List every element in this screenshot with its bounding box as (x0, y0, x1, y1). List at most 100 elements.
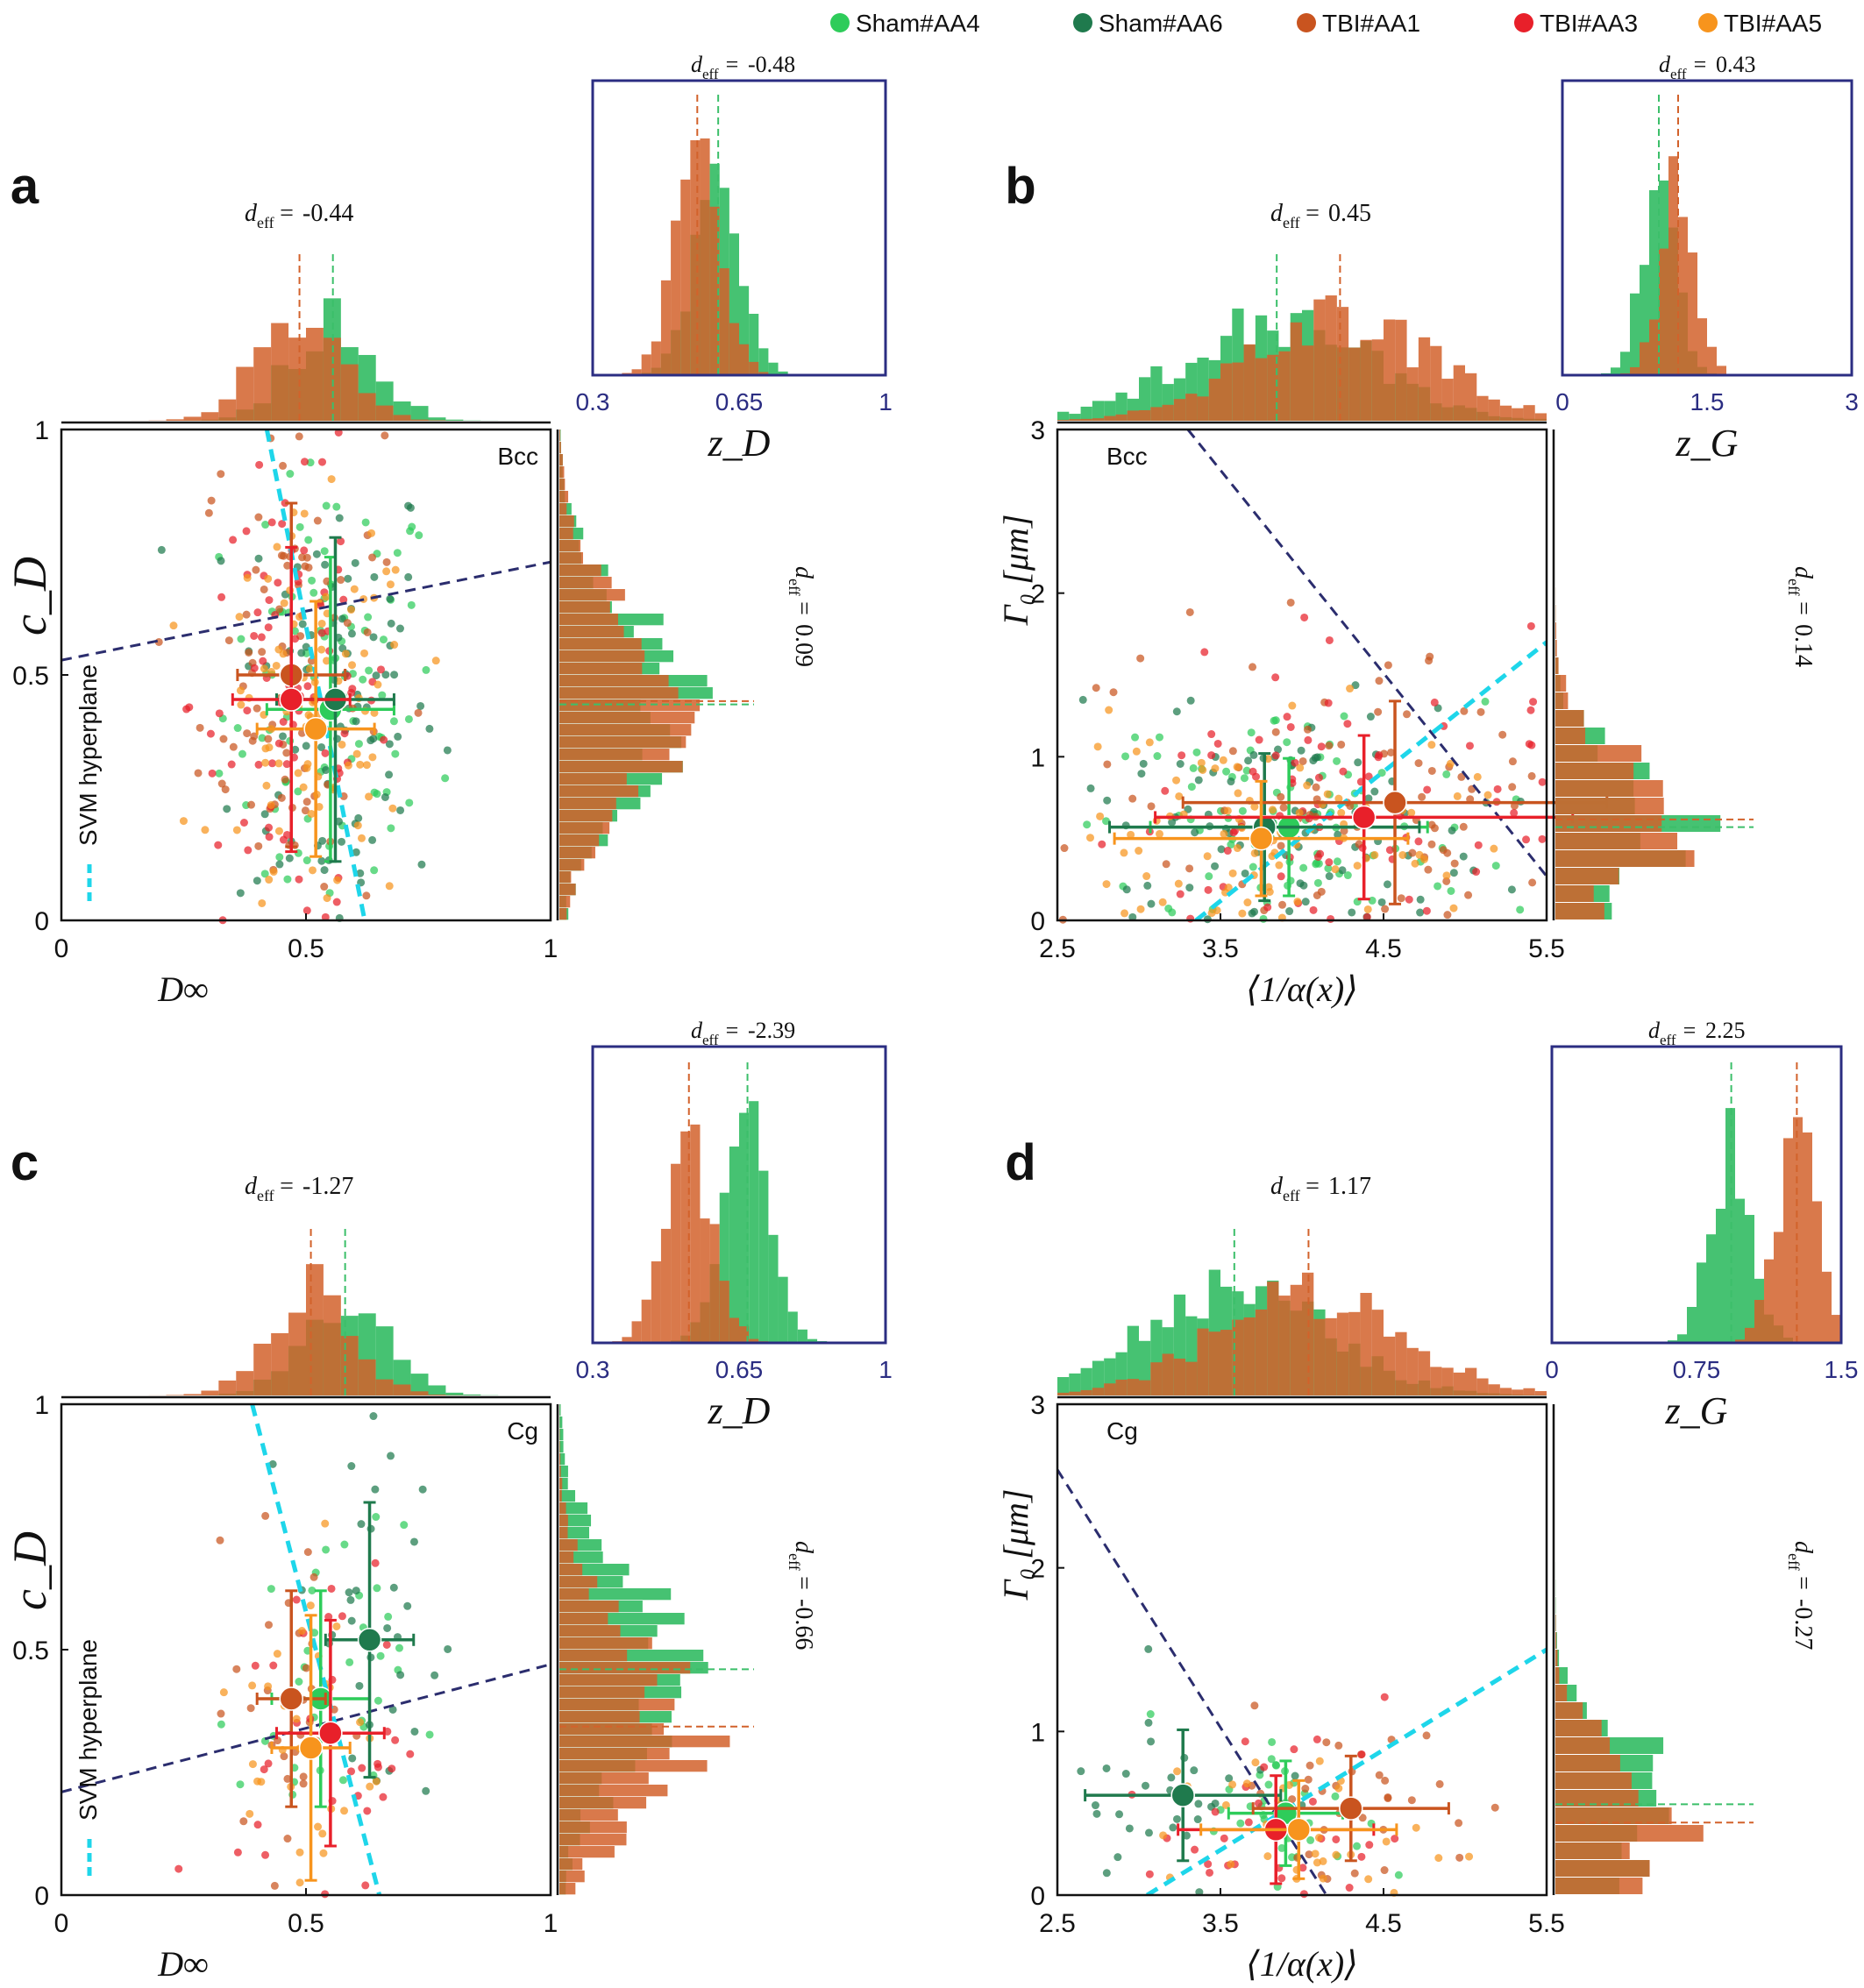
deff-symbol: d (790, 566, 817, 579)
inset-bar-tbi (1707, 346, 1717, 375)
scatter-point (1136, 905, 1145, 913)
scatter-point (1411, 859, 1419, 868)
scatter-point (283, 561, 292, 570)
top-hist-deff: -0.44 (302, 200, 353, 227)
scatter-point (1143, 881, 1152, 890)
scatter-point (1093, 742, 1102, 751)
scatter-point (1098, 840, 1106, 848)
scatter-point (1337, 808, 1346, 817)
scatter-point (1387, 748, 1396, 756)
scatter-point (1144, 1828, 1153, 1837)
top-hist-bar-tbi (393, 415, 411, 421)
top-hist-bar-tbi (1418, 1351, 1431, 1395)
top-histogram (61, 254, 551, 424)
scatter-point (1423, 785, 1432, 794)
group-means (255, 1501, 416, 1882)
scatter-point (1187, 783, 1196, 792)
top-hist-deff: 1.17 (1328, 1173, 1371, 1200)
scatter-point (1332, 1850, 1341, 1859)
inset-bar-sham (1725, 1108, 1735, 1343)
inset-bar-sham (739, 286, 750, 375)
scatter-point (1244, 756, 1253, 765)
inset-bar-tbi (758, 372, 769, 375)
scatter-point (1338, 866, 1347, 875)
scatter-point (338, 740, 346, 749)
right-hist-bar-tbi (559, 1699, 675, 1711)
scatter-point (370, 708, 379, 717)
scatter-point (1105, 706, 1113, 714)
scatter-point (1271, 673, 1280, 682)
scatter-point (323, 577, 331, 586)
right-hist-bar-sham (559, 1466, 568, 1478)
top-hist-bar-tbi (1104, 1383, 1116, 1395)
scatter-point (444, 1644, 452, 1653)
y-tick-label: 0 (34, 907, 49, 936)
right-hist-bar-tbi (559, 1760, 708, 1772)
inset-bar-tbi (700, 1218, 710, 1343)
scatter-point (303, 760, 312, 769)
scatter-point (243, 706, 252, 715)
scatter-point (418, 1485, 427, 1494)
scatter-point (404, 501, 413, 510)
scatter-point (339, 595, 348, 604)
scatter-point (320, 883, 329, 891)
deff-symbol: d (1648, 1018, 1661, 1043)
scatter-point (261, 758, 270, 767)
scatter-point (292, 1715, 301, 1723)
inset-bar-sham (729, 233, 739, 375)
scatter-point (1194, 776, 1203, 785)
scatter-point (1414, 759, 1423, 768)
scatter-point (1427, 820, 1436, 829)
scatter-point (1092, 684, 1100, 692)
scatter-point (371, 1558, 380, 1567)
scatter-point (291, 635, 300, 643)
scatter-point (295, 1678, 303, 1686)
scatter-point (361, 1881, 370, 1890)
x-axis-label: D∞ (157, 969, 208, 1009)
scatter-point (1291, 758, 1299, 767)
scatter-point (1136, 654, 1145, 663)
scatter-point (407, 600, 416, 609)
right-hist-bar-tbi (559, 564, 601, 577)
scatter-point (1415, 850, 1424, 859)
panel-label: a (11, 158, 39, 215)
top-hist-bar-tbi (236, 1371, 254, 1395)
scatter-point (268, 1459, 277, 1468)
scatter-point (1412, 1823, 1420, 1832)
x-tick-label: 3.5 (1202, 1909, 1239, 1938)
group-means (231, 501, 395, 863)
scatter-point (274, 645, 283, 654)
scatter-point (382, 557, 391, 566)
scatter-point (301, 806, 309, 815)
right-hist-bar-tbi (1555, 903, 1604, 919)
scatter-point (1147, 802, 1156, 811)
scatter-point (1303, 725, 1312, 734)
top-hist-bar-tbi (1080, 1389, 1092, 1395)
scatter-point (217, 593, 226, 601)
scatter-point (174, 1864, 183, 1873)
scatter-point (232, 1665, 241, 1673)
scatter-point (299, 1772, 308, 1781)
scatter-point (275, 605, 284, 614)
group-mean-marker (1383, 790, 1407, 815)
scatter-point (1291, 1771, 1299, 1780)
inset-histogram (591, 79, 887, 377)
deff-subscript: eff (1283, 214, 1300, 231)
scatter-point (300, 458, 309, 466)
scatter-point (253, 704, 261, 713)
scatter-point (1240, 774, 1249, 783)
inset-bar-sham (758, 348, 769, 375)
inset-bar-tbi (1678, 217, 1688, 375)
inset-bar-tbi (690, 140, 701, 375)
scatter-point (346, 1595, 355, 1604)
inset-tick-label: 1.5 (1690, 388, 1725, 415)
scatter-point (1365, 1841, 1374, 1850)
scatter-point (1270, 716, 1278, 725)
scatter-point (431, 657, 440, 665)
right-hist-bar-tbi (559, 1625, 621, 1637)
scatter-point (204, 508, 213, 517)
scatter-point (1377, 769, 1386, 777)
scatter-point (1449, 904, 1458, 912)
inset-bar-tbi (709, 206, 720, 375)
inset-histogram (591, 1045, 887, 1345)
